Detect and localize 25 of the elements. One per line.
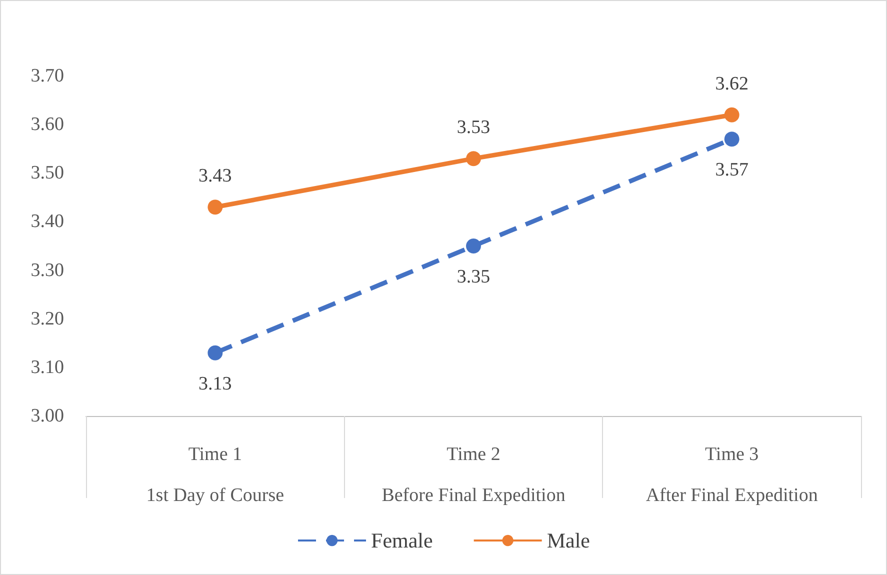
y-tick-label: 3.40 <box>30 211 64 232</box>
point <box>466 151 481 166</box>
data-label: 3.62 <box>715 73 748 94</box>
y-tick-label: 3.60 <box>30 114 64 136</box>
point <box>208 200 223 215</box>
data-label: 3.43 <box>198 166 232 187</box>
point <box>724 132 740 147</box>
y-tick-label: 3.50 <box>30 162 64 184</box>
point <box>466 238 481 254</box>
point <box>724 107 740 122</box>
x-tick-label: Time 2 Before Final Expedition <box>382 444 566 506</box>
data-label: 3.53 <box>456 117 490 138</box>
y-tick-label: 3.30 <box>30 260 64 281</box>
y-tick-label: 3.20 <box>30 308 64 330</box>
legend-label: Female <box>371 528 433 552</box>
y-tick-label: 3.10 <box>30 356 64 378</box>
data-label: 3.13 <box>198 373 232 394</box>
data-label: 3.35 <box>456 266 490 288</box>
x-tick-label: Time 3 After Final Expedition <box>646 444 818 506</box>
point <box>208 345 223 360</box>
y-tick-label: 3.70 <box>30 66 64 86</box>
data-label: 3.57 <box>715 160 748 181</box>
y-tick-label: 3.00 <box>30 406 64 426</box>
legend-label: Male <box>546 528 590 552</box>
x-tick-label: Time 1 1st Day of Course <box>146 444 284 506</box>
